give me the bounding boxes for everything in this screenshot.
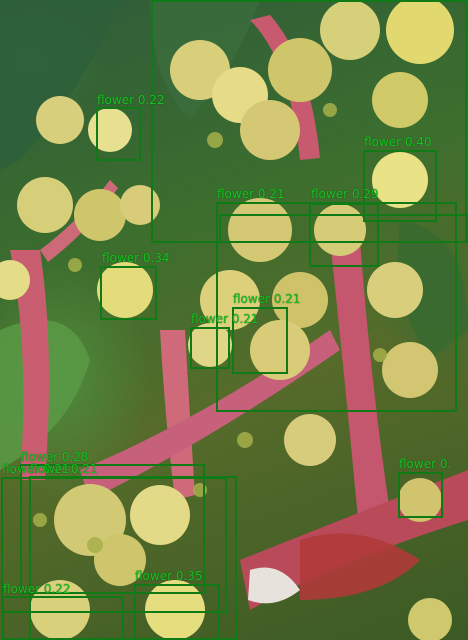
flower-cluster-left xyxy=(0,96,160,300)
bract-white xyxy=(248,567,300,604)
detection-label: flower 0.21 xyxy=(30,462,98,476)
stem-upper xyxy=(250,15,320,160)
detection-label: flower 0.35 xyxy=(135,569,203,583)
detection-box xyxy=(1,477,227,613)
detection-box xyxy=(20,464,205,594)
detection-label: flower 0.28 xyxy=(21,450,89,464)
detection-label: flower 0.21 xyxy=(191,312,259,326)
detection-label: flower 0.21 xyxy=(217,187,285,201)
detection-box xyxy=(190,327,230,369)
flower-buds xyxy=(33,103,387,553)
detection-box xyxy=(309,203,379,267)
detection-box xyxy=(96,107,141,161)
detection-label: flower 0.40 xyxy=(364,135,432,149)
detection-box xyxy=(134,584,220,640)
detection-label: flower 0.22 xyxy=(97,93,165,107)
leaf-top-left xyxy=(0,0,120,170)
detection-box xyxy=(100,266,157,320)
flower-cluster-center xyxy=(97,152,438,466)
detection-label: flower 0.34 xyxy=(102,251,170,265)
detection-label: flower 0.29 xyxy=(311,187,379,201)
detection-box xyxy=(219,214,468,243)
detection-box xyxy=(2,596,124,640)
detection-label: flower 0.21 xyxy=(2,462,70,476)
detection-box xyxy=(29,476,237,640)
detection-label: flower 0. xyxy=(399,457,452,471)
flower-cluster-bottom xyxy=(30,478,452,640)
stem-left xyxy=(10,250,49,480)
detection-box xyxy=(232,307,288,374)
detection-box xyxy=(398,472,443,518)
detection-label: flower 0.22 xyxy=(3,582,71,596)
stem-middle xyxy=(160,330,195,500)
flower-cluster-top xyxy=(170,0,454,160)
bract-red xyxy=(300,533,420,600)
detection-box xyxy=(363,150,437,222)
main-stem xyxy=(330,240,395,545)
leaf-right xyxy=(398,220,468,360)
detection-label: flower 0.21 xyxy=(233,292,301,306)
